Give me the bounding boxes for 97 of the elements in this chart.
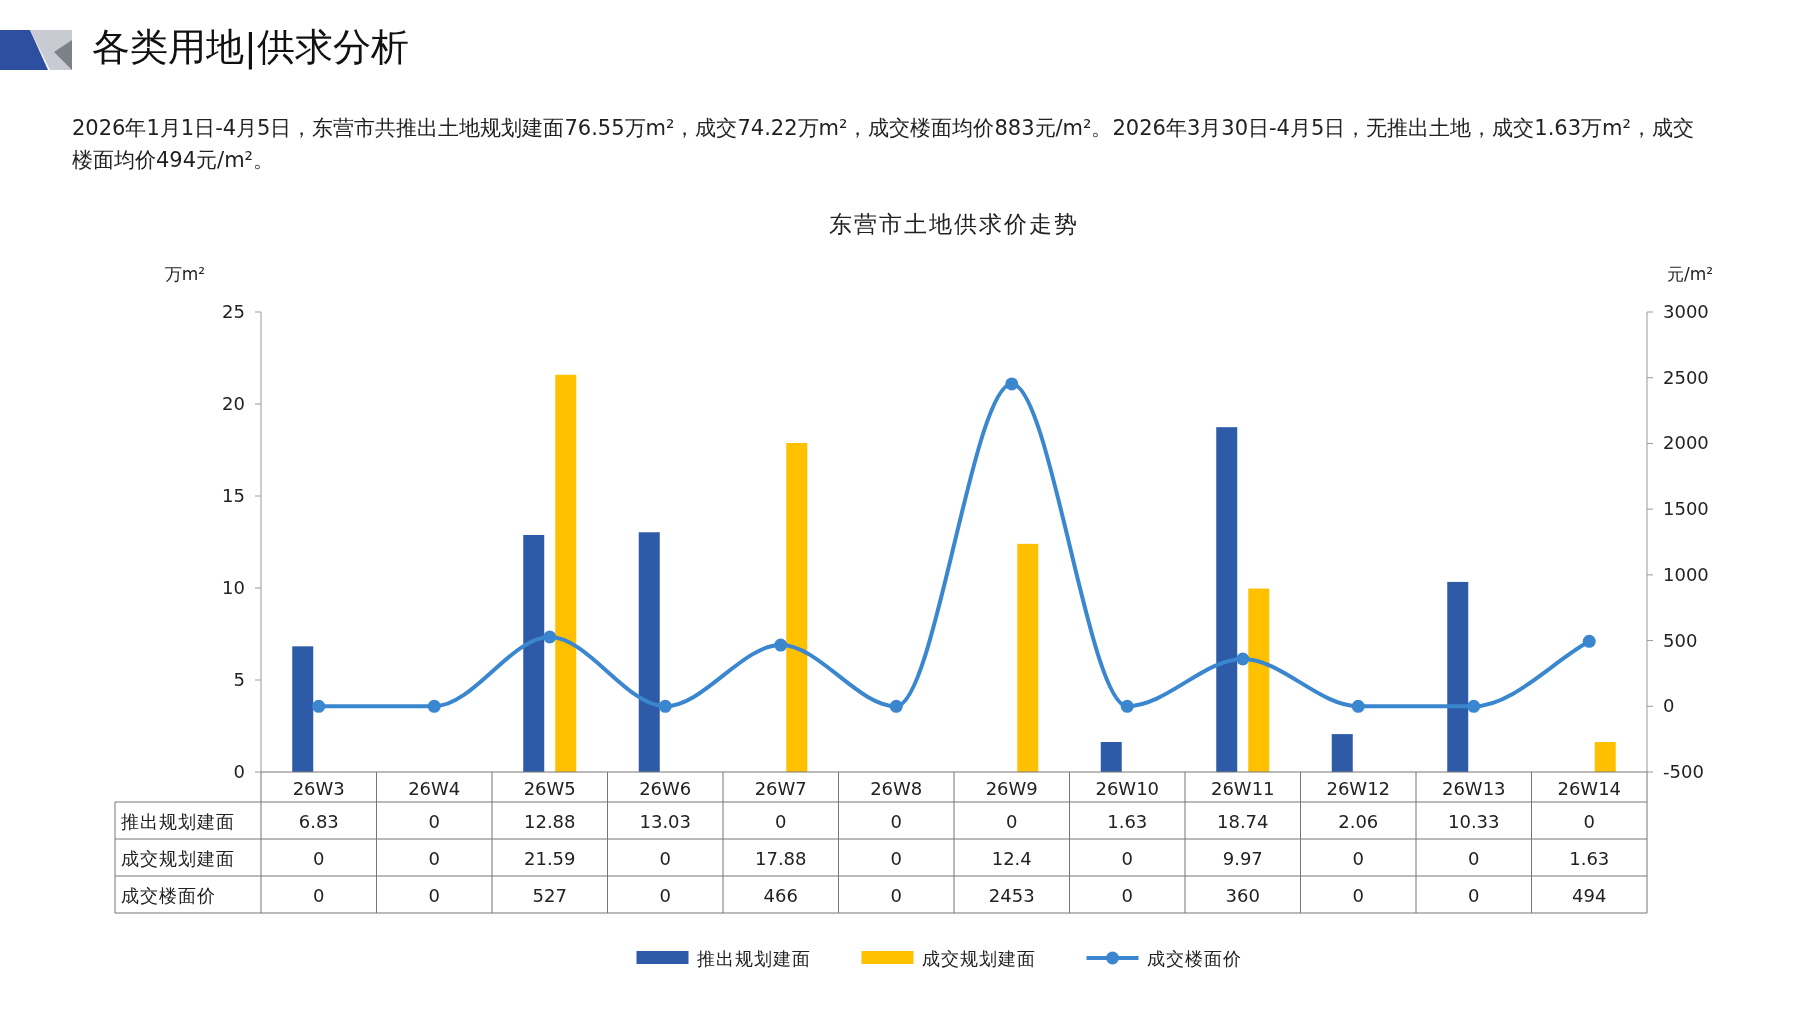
bar	[786, 443, 808, 772]
data-label: 0	[775, 810, 787, 832]
bar	[1594, 742, 1616, 772]
legend-label: 推出规划建面	[696, 948, 811, 969]
data-label: 12.4	[991, 847, 1032, 869]
point	[1236, 652, 1250, 666]
y2-tick-label: 1000	[1663, 563, 1709, 585]
x-tick-label: 26W14	[1557, 778, 1622, 799]
bar	[1100, 742, 1122, 772]
y-tick-label: 10	[222, 577, 245, 598]
bar	[1447, 581, 1469, 772]
bar	[1216, 427, 1238, 772]
point	[543, 630, 557, 644]
bar	[292, 646, 314, 772]
text: 成交规划建面	[121, 847, 235, 869]
data-label: 0	[890, 810, 902, 832]
x-tick-label: 26W7	[754, 778, 807, 799]
data-label: 13.03	[639, 810, 692, 832]
data-label: 12.88	[523, 810, 576, 832]
data-label: 0	[1352, 847, 1364, 869]
data-label: 0	[1468, 884, 1480, 906]
x-tick-label: 26W10	[1095, 778, 1160, 799]
x-tick-label: 26W5	[523, 778, 576, 799]
data-label: 21.59	[523, 847, 576, 869]
y-tick-label: 15	[222, 485, 245, 506]
x-tick-label: 26W12	[1326, 778, 1391, 799]
x-tick-label: 26W11	[1210, 778, 1275, 799]
x-tick-label: 26W8	[870, 778, 923, 799]
point	[312, 699, 326, 713]
data-label: 0	[428, 884, 440, 906]
y2-tick-label: 2500	[1663, 366, 1709, 388]
data-label: 2.06	[1338, 810, 1379, 832]
y-tick-label: 25	[222, 301, 245, 322]
data-label: 18.74	[1216, 810, 1269, 832]
data-label: 0	[313, 847, 325, 869]
point	[658, 699, 672, 713]
point	[889, 699, 903, 713]
data-label: 494	[1572, 884, 1607, 906]
y-axis-title: 万m²	[164, 264, 206, 284]
data-label: 17.88	[754, 847, 807, 869]
data-label: 0	[659, 884, 671, 906]
y2-tick-label: -500	[1663, 761, 1704, 782]
bar	[1331, 734, 1353, 772]
text: 成交楼面价	[121, 884, 216, 906]
y-tick-label: 0	[233, 761, 245, 782]
data-label: 0	[890, 884, 902, 906]
x-tick-label: 26W9	[985, 778, 1038, 799]
y2-tick-label: 3000	[1663, 301, 1709, 322]
data-label: 0	[313, 884, 325, 906]
y2-tick-label: 0	[1663, 695, 1675, 717]
bar	[555, 374, 577, 772]
y2-tick-label: 2000	[1663, 432, 1709, 454]
data-label: 2453	[988, 884, 1035, 906]
data-label: 0	[659, 847, 671, 869]
text: 各类用地|供求分析	[92, 24, 409, 72]
data-label: 1.63	[1107, 810, 1148, 832]
point	[1120, 699, 1134, 713]
data-label: 0	[1352, 884, 1364, 906]
y-tick-label: 5	[233, 669, 245, 690]
data-label: 0	[1121, 847, 1133, 869]
text: 推出规划建面	[121, 810, 235, 832]
y-tick-label: 20	[222, 393, 245, 414]
point	[1467, 699, 1481, 713]
point	[774, 638, 788, 652]
data-label: 0	[890, 847, 902, 869]
data-label: 6.83	[298, 810, 339, 832]
text: 2026年1月1日-4月5日，东营市共推出土地规划建面76.55万m²，成交74.22万m²，成交楼面均价883元/m²。2026年3月30日-4月5日，无推出土地，成交1.63万m²，成交楼面均价494元/m²。	[72, 115, 1695, 174]
bar	[638, 532, 660, 772]
bar	[1017, 543, 1039, 772]
x-tick-label: 26W4	[408, 778, 461, 799]
data-label: 10.33	[1447, 810, 1500, 832]
point	[1351, 699, 1365, 713]
point	[427, 699, 441, 713]
point	[1005, 377, 1019, 391]
point	[1582, 634, 1596, 648]
bar	[523, 535, 545, 772]
data-label: 0	[1468, 847, 1480, 869]
data-label: 0	[1583, 810, 1595, 832]
data-label: 466	[763, 884, 798, 906]
data-label: 0	[428, 810, 440, 832]
data-label: 1.63	[1569, 847, 1610, 869]
data-label: 0	[1006, 810, 1018, 832]
x-tick-label: 26W6	[639, 778, 692, 799]
chart-title: 东营市土地供求价走势	[829, 211, 1079, 237]
data-label: 360	[1225, 884, 1260, 906]
legend-label: 成交楼面价	[1146, 948, 1242, 969]
y2-tick-label: 1500	[1663, 498, 1709, 520]
x-tick-label: 26W13	[1441, 778, 1506, 799]
x-tick-label: 26W3	[292, 778, 345, 799]
data-label: 9.97	[1222, 847, 1263, 869]
bar	[1248, 588, 1270, 772]
legend-label: 成交规划建面	[921, 948, 1036, 969]
data-label: 0	[428, 847, 440, 869]
y2-axis-title: 元/m²	[1666, 264, 1714, 284]
data-label: 527	[532, 884, 567, 906]
y2-tick-label: 500	[1663, 629, 1698, 651]
data-label: 0	[1121, 884, 1133, 906]
